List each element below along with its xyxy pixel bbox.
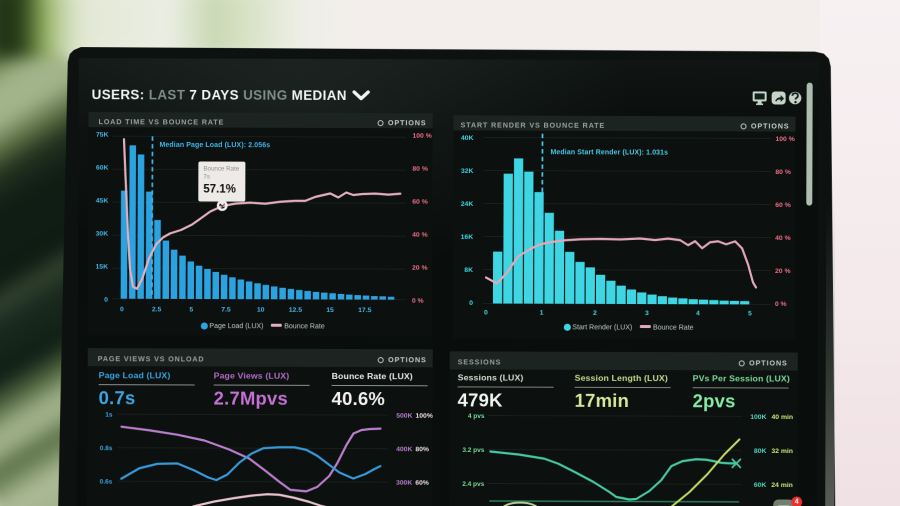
svg-text:0: 0 (469, 300, 473, 307)
svg-text:12.5: 12.5 (289, 307, 302, 314)
svg-text:100%: 100% (416, 413, 433, 420)
svg-text:500K: 500K (396, 413, 412, 420)
svg-text:45K: 45K (96, 198, 109, 205)
svg-text:24K: 24K (461, 201, 474, 208)
svg-text:60K: 60K (96, 165, 109, 172)
svg-text:80 %: 80 % (412, 166, 428, 173)
svg-text:100 %: 100 % (775, 136, 794, 143)
svg-text:40 %: 40 % (412, 232, 428, 239)
svg-text:300K: 300K (396, 480, 412, 487)
svg-text:32 min: 32 min (771, 448, 793, 455)
svg-text:0.8s: 0.8s (100, 445, 113, 452)
svg-text:0 %: 0 % (775, 301, 787, 308)
svg-text:24 min: 24 min (771, 482, 793, 489)
svg-text:100K: 100K (750, 414, 766, 421)
svg-text:20 %: 20 % (775, 268, 791, 275)
svg-text:4 pvs: 4 pvs (468, 413, 485, 420)
svg-text:80 %: 80 % (775, 169, 791, 176)
svg-text:5: 5 (748, 310, 752, 317)
svg-text:15K: 15K (96, 264, 109, 271)
svg-text:7.5: 7.5 (221, 307, 231, 314)
svg-text:0: 0 (104, 297, 108, 304)
svg-text:60 %: 60 % (775, 202, 791, 209)
svg-text:16K: 16K (461, 234, 474, 241)
svg-text:32K: 32K (461, 168, 474, 175)
svg-text:60 %: 60 % (412, 199, 428, 206)
svg-text:0 %: 0 % (412, 298, 424, 305)
svg-text:100 %: 100 % (412, 133, 431, 140)
svg-text:1s: 1s (105, 412, 113, 419)
svg-text:4: 4 (696, 310, 700, 317)
svg-text:3.2 pvs: 3.2 pvs (462, 447, 484, 454)
svg-text:Median Start Render (LUX): 1.0: Median Start Render (LUX): 1.031s (550, 149, 668, 156)
svg-text:2: 2 (593, 310, 597, 317)
svg-text:30K: 30K (96, 231, 109, 238)
svg-text:15: 15 (326, 307, 334, 314)
svg-text:5: 5 (189, 306, 193, 313)
svg-text:2.4 pvs: 2.4 pvs (462, 481, 484, 488)
svg-text:0: 0 (484, 309, 488, 316)
svg-text:1: 1 (540, 310, 544, 317)
svg-text:75K: 75K (96, 132, 109, 139)
svg-text:20 %: 20 % (412, 265, 428, 272)
svg-text:40K: 40K (461, 135, 474, 142)
svg-text:2.5: 2.5 (152, 306, 162, 313)
svg-text:400K: 400K (396, 446, 412, 453)
svg-text:40 min: 40 min (772, 414, 794, 421)
svg-text:40 %: 40 % (775, 235, 791, 242)
svg-text:60K: 60K (754, 482, 767, 489)
svg-text:Median Page Load (LUX): 2.056s: Median Page Load (LUX): 2.056s (159, 142, 270, 149)
svg-text:17.5: 17.5 (358, 307, 371, 314)
svg-text:8K: 8K (464, 267, 473, 274)
svg-text:0: 0 (120, 306, 124, 313)
svg-text:0.6s: 0.6s (100, 479, 113, 486)
svg-text:80%: 80% (415, 446, 429, 453)
svg-text:60%: 60% (415, 480, 429, 487)
svg-text:80K: 80K (754, 448, 767, 455)
svg-text:10: 10 (257, 307, 265, 314)
svg-text:3: 3 (645, 310, 649, 317)
